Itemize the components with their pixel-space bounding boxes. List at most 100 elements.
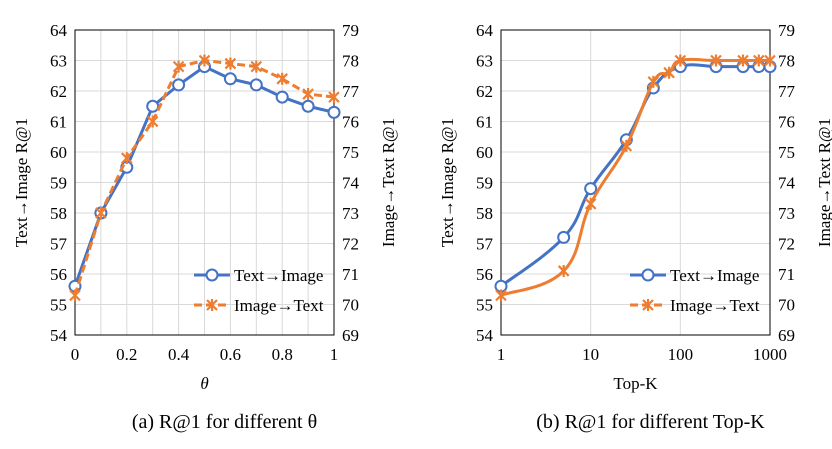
y2-tick-label: 71 — [342, 265, 359, 284]
y-tick-label: 57 — [50, 235, 68, 254]
data-point-image-to-text — [198, 54, 211, 67]
y-tick-label: 60 — [50, 143, 67, 162]
x-axis-title: θ — [200, 374, 208, 393]
data-point-image-to-text — [495, 289, 507, 302]
plot-border — [500, 29, 771, 336]
x-tick-label: 100 — [668, 345, 694, 364]
y-tick-label: 63 — [50, 52, 67, 71]
data-point-image-to-text — [764, 54, 776, 67]
y2-tick-label: 75 — [342, 143, 359, 162]
legend-marker-text-to-image — [641, 268, 655, 282]
data-point-image-to-text — [584, 197, 597, 210]
data-point-text-to-image — [172, 78, 186, 92]
y-axis-title: Text→Image R@1 — [438, 118, 457, 247]
legend-label-text-to-image: Text→Image — [234, 266, 323, 285]
data-point-image-to-text — [146, 115, 159, 128]
data-point-image-to-text — [753, 54, 765, 67]
y-tick-label: 63 — [476, 52, 493, 71]
y2-axis-title: Image→Text R@1 — [379, 118, 398, 247]
series-line-image-to-text — [500, 57, 770, 297]
y2-tick-label: 73 — [778, 204, 795, 223]
y-axis-title: Text→Image R@1 — [12, 118, 31, 247]
y2-tick-label: 69 — [342, 326, 359, 345]
legend-label-image-to-text: Image→Text — [670, 296, 760, 315]
y2-tick-label: 69 — [778, 326, 795, 345]
y-tick-label: 64 — [50, 21, 68, 40]
y-tick-label: 57 — [476, 235, 494, 254]
y2-tick-label: 74 — [342, 174, 360, 193]
data-point-image-to-text — [328, 91, 340, 104]
x-tick-label: 0.6 — [220, 345, 241, 364]
y2-tick-label: 77 — [778, 82, 796, 101]
x-axis-title: Top-K — [613, 374, 658, 393]
y2-tick-label: 73 — [342, 204, 359, 223]
y-tick-label: 62 — [50, 82, 67, 101]
y-tick-label: 61 — [50, 113, 67, 132]
data-point-image-to-text — [674, 54, 687, 67]
y2-tick-label: 76 — [778, 113, 795, 132]
chart-theta: 54 55 56 57 58 59 60 61 62 63 64 69 70 71 72 73 74 75 76 77… — [12, 21, 398, 433]
data-point-image-to-text — [557, 264, 570, 277]
legend-marker-text-to-image — [205, 268, 219, 282]
y-tick-label: 58 — [50, 204, 67, 223]
data-point-image-to-text — [95, 207, 107, 219]
y-tick-label: 64 — [476, 21, 494, 40]
data-point-image-to-text — [224, 57, 237, 70]
y2-tick-label: 77 — [342, 82, 360, 101]
data-point-image-to-text — [250, 60, 263, 73]
data-point-image-to-text — [647, 75, 660, 88]
y2-tick-label: 71 — [778, 265, 795, 284]
x-tick-label: 1000 — [753, 345, 787, 364]
y2-tick-label: 70 — [778, 296, 795, 315]
y-tick-label: 56 — [50, 265, 67, 284]
x-tick-label: 1 — [497, 345, 506, 364]
x-tick-label: 0 — [71, 345, 80, 364]
data-point-text-to-image — [146, 99, 160, 113]
x-tick-label: 10 — [582, 345, 599, 364]
data-point-image-to-text — [663, 66, 675, 79]
data-point-image-to-text — [276, 72, 288, 85]
data-point-text-to-image — [557, 230, 571, 244]
plot-border — [74, 29, 335, 336]
y2-tick-label: 79 — [342, 21, 359, 40]
y-tick-label: 61 — [476, 113, 493, 132]
data-point-text-to-image — [301, 99, 315, 113]
x-tick-label: 0.8 — [272, 345, 293, 364]
y2-axis-title: Image→Text R@1 — [815, 118, 832, 247]
legend-marker-image-to-text — [642, 299, 654, 311]
y-tick-label: 62 — [476, 82, 493, 101]
series-line-text-to-image — [500, 63, 770, 288]
caption: (b) R@1 for different Top-K — [536, 411, 765, 433]
y-tick-label: 58 — [476, 204, 493, 223]
y2-tick-label: 78 — [778, 52, 795, 71]
data-point-image-to-text — [620, 139, 633, 152]
data-point-image-to-text — [302, 88, 314, 101]
y-tick-label: 59 — [476, 174, 493, 193]
y2-tick-label: 78 — [342, 52, 359, 71]
y2-tick-label: 74 — [778, 174, 796, 193]
data-point-text-to-image — [275, 90, 289, 104]
y2-tick-label: 75 — [778, 143, 795, 162]
y2-tick-label: 76 — [342, 113, 359, 132]
data-point-image-to-text — [121, 152, 133, 165]
legend-label-image-to-text: Image→Text — [234, 296, 324, 315]
y-tick-label: 60 — [476, 143, 493, 162]
y2-tick-label: 72 — [778, 235, 795, 254]
data-point-image-to-text — [172, 60, 185, 73]
caption: (a) R@1 for different θ — [132, 411, 317, 433]
y-tick-label: 54 — [476, 326, 494, 345]
legend-marker-image-to-text — [206, 299, 218, 311]
y2-tick-label: 70 — [342, 296, 359, 315]
y-tick-label: 54 — [50, 326, 68, 345]
y-tick-label: 55 — [476, 296, 493, 315]
x-tick-label: 0.2 — [116, 345, 137, 364]
x-tick-label: 1 — [330, 345, 339, 364]
data-point-image-to-text — [69, 289, 81, 302]
data-point-image-to-text — [710, 54, 722, 67]
data-point-text-to-image — [249, 78, 263, 92]
data-point-image-to-text — [737, 54, 749, 67]
y-tick-label: 59 — [50, 174, 67, 193]
x-tick-label: 0.4 — [168, 345, 190, 364]
data-point-text-to-image — [327, 105, 341, 119]
